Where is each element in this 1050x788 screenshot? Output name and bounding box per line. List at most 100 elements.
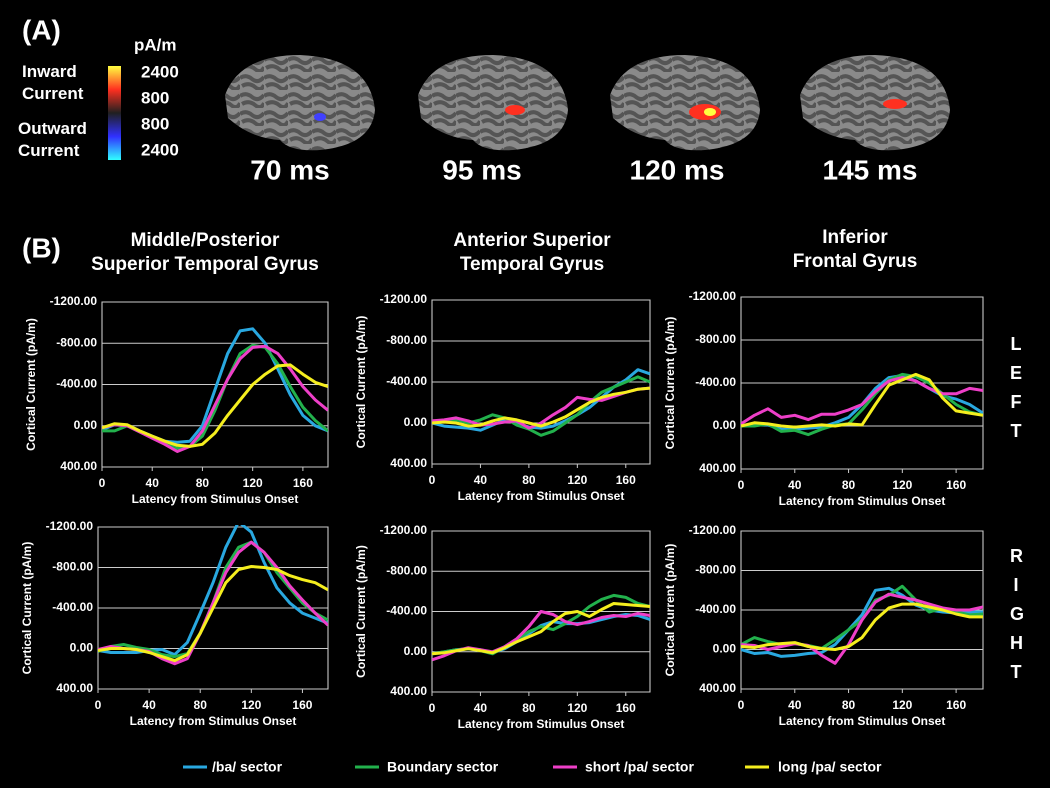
- activation: [505, 105, 525, 115]
- legend-label: short /pa/ sector: [585, 759, 694, 775]
- panel-label: (A): [22, 14, 61, 45]
- brain: [225, 55, 375, 151]
- activation: [704, 108, 716, 116]
- y-tick-label: -800.00: [695, 332, 736, 346]
- x-tick-label: 80: [522, 473, 536, 487]
- y-tick-label: -400.00: [56, 377, 97, 391]
- column-title: Anterior Superior: [453, 230, 611, 251]
- chart: -1200.00 -800.00 -400.00 0.00 400.000 40 80 120…: [663, 523, 984, 728]
- y-axis-label: Cortical Current (pA/m): [354, 316, 368, 449]
- y-tick-label: 400.00: [56, 681, 93, 695]
- legend-label: /ba/ sector: [212, 759, 283, 775]
- y-axis-label: Cortical Current (pA/m): [24, 318, 38, 451]
- x-tick-label: 120: [892, 698, 912, 712]
- series-line: [432, 602, 650, 656]
- x-tick-label: 40: [142, 698, 156, 712]
- row-label: LEFT: [1010, 334, 1023, 441]
- x-tick-label: 120: [243, 476, 263, 490]
- brain: [800, 55, 950, 151]
- series-line: [432, 386, 650, 430]
- x-axis-label: Latency from Stimulus Onset: [779, 494, 946, 508]
- x-tick-label: 0: [99, 476, 106, 490]
- chart: -1200.00 -800.00 -400.00 0.00 400.000 40 80 120…: [354, 292, 651, 503]
- series-line: [432, 386, 650, 428]
- x-tick-label: 40: [788, 698, 802, 712]
- colorbar-label: 800: [141, 88, 169, 107]
- y-tick-label: -1200.00: [689, 289, 737, 303]
- x-tick-label: 160: [293, 476, 313, 490]
- y-tick-label: 400.00: [390, 456, 427, 470]
- chart: -1200.00 -800.00 -400.00 0.00 400.000 40 80 120…: [663, 289, 984, 508]
- x-axis-label: Latency from Stimulus Onset: [779, 714, 946, 728]
- colorbar-unit: pA/m: [134, 35, 177, 54]
- brain: [418, 55, 568, 151]
- x-tick-label: 40: [474, 701, 488, 715]
- time-label: 145 ms: [823, 154, 918, 185]
- x-axis-label: Latency from Stimulus Onset: [458, 717, 625, 731]
- colorbar-label: 2400: [141, 62, 179, 81]
- x-tick-label: 0: [738, 698, 745, 712]
- x-tick-label: 160: [616, 701, 636, 715]
- x-tick-label: 0: [429, 473, 436, 487]
- time-label: 120 ms: [630, 154, 725, 185]
- y-tick-label: -800.00: [695, 563, 736, 577]
- colorbar: [108, 66, 121, 160]
- time-label: 95 ms: [442, 154, 521, 185]
- x-tick-label: 120: [567, 701, 587, 715]
- column-title: Superior Temporal Gyrus: [91, 254, 319, 275]
- y-tick-label: -1200.00: [50, 294, 98, 308]
- chart: -1200.00 -800.00 -400.00 0.00 400.000 40 80 120…: [24, 294, 329, 506]
- y-axis-label: Cortical Current (pA/m): [20, 542, 34, 675]
- chart: -1200.00 -800.00 -400.00 0.00 400.000 40 80 120…: [354, 523, 651, 731]
- y-tick-label: 400.00: [60, 459, 97, 473]
- x-tick-label: 120: [567, 473, 587, 487]
- series-line: [741, 602, 983, 651]
- y-axis-label: Cortical Current (pA/m): [663, 544, 677, 677]
- y-tick-label: 0.00: [74, 418, 98, 432]
- y-tick-label: 0.00: [70, 641, 94, 655]
- y-tick-label: -400.00: [695, 602, 736, 616]
- y-tick-label: -400.00: [695, 375, 736, 389]
- activation: [883, 99, 907, 109]
- y-tick-label: 0.00: [404, 644, 428, 658]
- x-tick-label: 80: [194, 698, 208, 712]
- y-tick-label: 0.00: [713, 418, 737, 432]
- panel-label: (B): [22, 232, 61, 263]
- x-tick-label: 80: [196, 476, 210, 490]
- x-tick-label: 40: [474, 473, 488, 487]
- x-tick-label: 160: [946, 478, 966, 492]
- x-tick-label: 80: [842, 698, 856, 712]
- x-tick-label: 80: [842, 478, 856, 492]
- y-tick-label: -800.00: [56, 335, 97, 349]
- legend-label: long /pa/ sector: [778, 759, 882, 775]
- series-line: [98, 525, 328, 657]
- column-title: Temporal Gyrus: [460, 254, 604, 275]
- y-tick-label: 0.00: [713, 642, 737, 656]
- y-tick-label: 400.00: [699, 681, 736, 695]
- y-axis-label: Cortical Current (pA/m): [354, 545, 368, 678]
- y-tick-label: -800.00: [386, 563, 427, 577]
- y-tick-label: -800.00: [52, 560, 93, 574]
- legend-label: Boundary sector: [387, 759, 499, 775]
- time-label: 70 ms: [250, 154, 329, 185]
- series-line: [98, 565, 328, 663]
- x-tick-label: 40: [788, 478, 802, 492]
- y-tick-label: -400.00: [52, 600, 93, 614]
- series-line: [741, 586, 983, 658]
- chart: -1200.00 -800.00 -400.00 0.00 400.000 40 80 120…: [20, 519, 329, 728]
- colorbar-label: 800: [141, 114, 169, 133]
- series-line: [741, 376, 983, 426]
- y-tick-label: -800.00: [386, 333, 427, 347]
- x-tick-label: 0: [95, 698, 102, 712]
- y-tick-label: -1200.00: [380, 523, 428, 537]
- x-axis-label: Latency from Stimulus Onset: [132, 492, 299, 506]
- brain: [610, 55, 760, 151]
- y-tick-label: 400.00: [699, 461, 736, 475]
- series-line: [432, 375, 650, 437]
- x-tick-label: 0: [429, 701, 436, 715]
- y-tick-label: 400.00: [390, 684, 427, 698]
- colorbar-label: 2400: [141, 140, 179, 159]
- series-line: [741, 592, 983, 665]
- row-label: RIGHT: [1010, 546, 1025, 682]
